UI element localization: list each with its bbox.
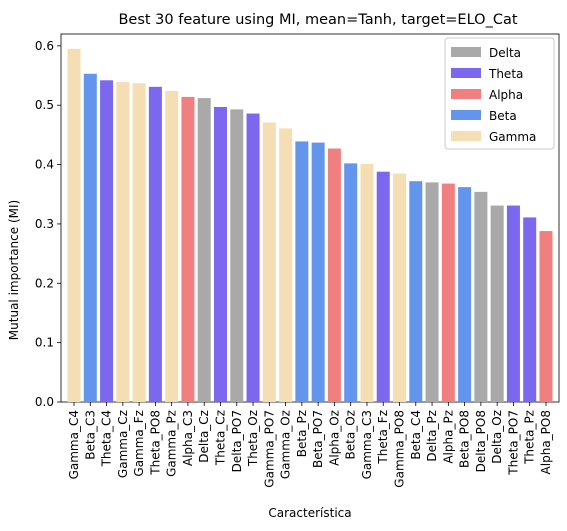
bar-theta-pz (523, 217, 537, 402)
y-axis: 0.0 0.1 0.2 0.3 0.4 0.5 0.6 (35, 39, 61, 409)
legend-swatch-beta (451, 110, 481, 120)
x-tick-label: Beta_C3 (83, 410, 97, 460)
x-tick-label: Alpha_C3 (181, 410, 195, 466)
y-tick-label: 0.3 (35, 217, 54, 231)
x-tick-label: Gamma_PO8 (393, 410, 407, 488)
bar-delta-oz (490, 205, 504, 402)
bar-gamma-oz (279, 128, 293, 402)
x-tick-label: Alpha_PO8 (539, 410, 553, 474)
bar-beta-po7 (311, 142, 325, 402)
bar-beta-pz (295, 141, 309, 402)
legend-label-gamma: Gamma (489, 130, 536, 144)
bar-theta-po8 (148, 86, 162, 402)
x-tick-label: Delta_PO8 (474, 410, 488, 472)
bar-gamma-cz (116, 82, 130, 402)
x-tick-label: Beta_Pz (295, 410, 309, 457)
bar-gamma-c4 (67, 48, 81, 403)
x-tick-label: Gamma_C4 (67, 410, 81, 479)
x-tick-label: Gamma_C3 (360, 410, 374, 479)
x-tick-label: Delta_Pz (425, 410, 439, 462)
x-tick-label: Theta_C4 (100, 410, 114, 467)
bar-theta-po7 (506, 205, 520, 402)
bar-beta-po8 (458, 187, 472, 402)
x-tick-label: Gamma_PO7 (262, 410, 276, 488)
x-tick-label: Delta_PO7 (230, 410, 244, 472)
bar-gamma-c3 (360, 163, 374, 402)
legend-swatch-delta (451, 47, 481, 57)
bars-group (67, 48, 553, 403)
bar-alpha-c3 (181, 96, 195, 403)
bar-gamma-pz (165, 90, 179, 402)
legend-label-delta: Delta (489, 46, 521, 60)
bar-delta-po7 (230, 109, 244, 402)
bar-delta-po8 (474, 191, 488, 402)
legend-box (444, 37, 555, 150)
x-axis: Gamma_C4 Beta_C3 Theta_C4 Gamma_Cz Gamma_Fz T… (67, 402, 553, 488)
y-axis-title: Mutual importance (MI) (7, 200, 21, 340)
bar-beta-oz (344, 163, 358, 402)
x-tick-label: Alpha_Pz (441, 410, 455, 464)
y-tick-label: 0.6 (35, 39, 54, 53)
x-tick-label: Gamma_Pz (165, 410, 179, 477)
legend-label-theta: Theta (488, 67, 523, 81)
x-tick-label: Theta_Oz (246, 410, 260, 467)
bar-gamma-po7 (262, 122, 276, 402)
bar-gamma-po8 (393, 173, 407, 402)
bar-theta-fz (376, 171, 390, 402)
legend-swatch-gamma (451, 131, 481, 141)
bar-delta-cz (197, 98, 211, 402)
bar-theta-oz (246, 113, 260, 402)
bar-theta-cz (213, 107, 227, 402)
x-tick-label: Gamma_Cz (116, 410, 130, 478)
bar-alpha-pz (441, 183, 455, 402)
bar-beta-c4 (409, 181, 423, 402)
x-tick-label: Alpha_Oz (327, 410, 341, 466)
x-tick-label: Theta_Fz (376, 410, 390, 465)
x-tick-label: Gamma_Fz (132, 410, 146, 477)
y-tick-label: 0.5 (35, 98, 54, 112)
x-tick-label: Theta_Pz (523, 410, 537, 465)
legend: Delta Theta Alpha Beta Gamma (444, 37, 555, 150)
bar-gamma-fz (132, 83, 146, 402)
x-tick-label: Theta_Cz (213, 410, 227, 466)
legend-label-alpha: Alpha (489, 88, 523, 102)
x-tick-label: Delta_Cz (197, 410, 211, 463)
y-tick-label: 0.2 (35, 276, 54, 290)
x-tick-label: Beta_PO7 (311, 410, 325, 468)
y-tick-label: 0.4 (35, 158, 54, 172)
x-tick-label: Beta_PO8 (458, 410, 472, 468)
x-tick-label: Beta_C4 (409, 410, 423, 460)
x-axis-title: Característica (268, 506, 351, 520)
legend-label-beta: Beta (489, 109, 517, 123)
chart-title: Best 30 feature using MI, mean=Tanh, tar… (118, 12, 517, 28)
x-tick-label: Beta_Oz (344, 410, 358, 459)
x-tick-label: Theta_PO7 (506, 410, 520, 476)
x-tick-label: Theta_PO8 (148, 410, 162, 476)
y-tick-label: 0.1 (35, 336, 54, 350)
bar-delta-pz (425, 182, 439, 402)
x-tick-label: Delta_Oz (490, 410, 504, 464)
x-tick-label: Gamma_Oz (279, 410, 293, 479)
legend-swatch-theta (451, 68, 481, 78)
bar-alpha-oz (327, 148, 341, 402)
bar-theta-c4 (100, 80, 114, 403)
legend-swatch-alpha (451, 89, 481, 99)
bar-beta-c3 (83, 73, 97, 403)
bar-alpha-po8 (539, 231, 553, 402)
y-tick-label: 0.0 (35, 395, 54, 409)
